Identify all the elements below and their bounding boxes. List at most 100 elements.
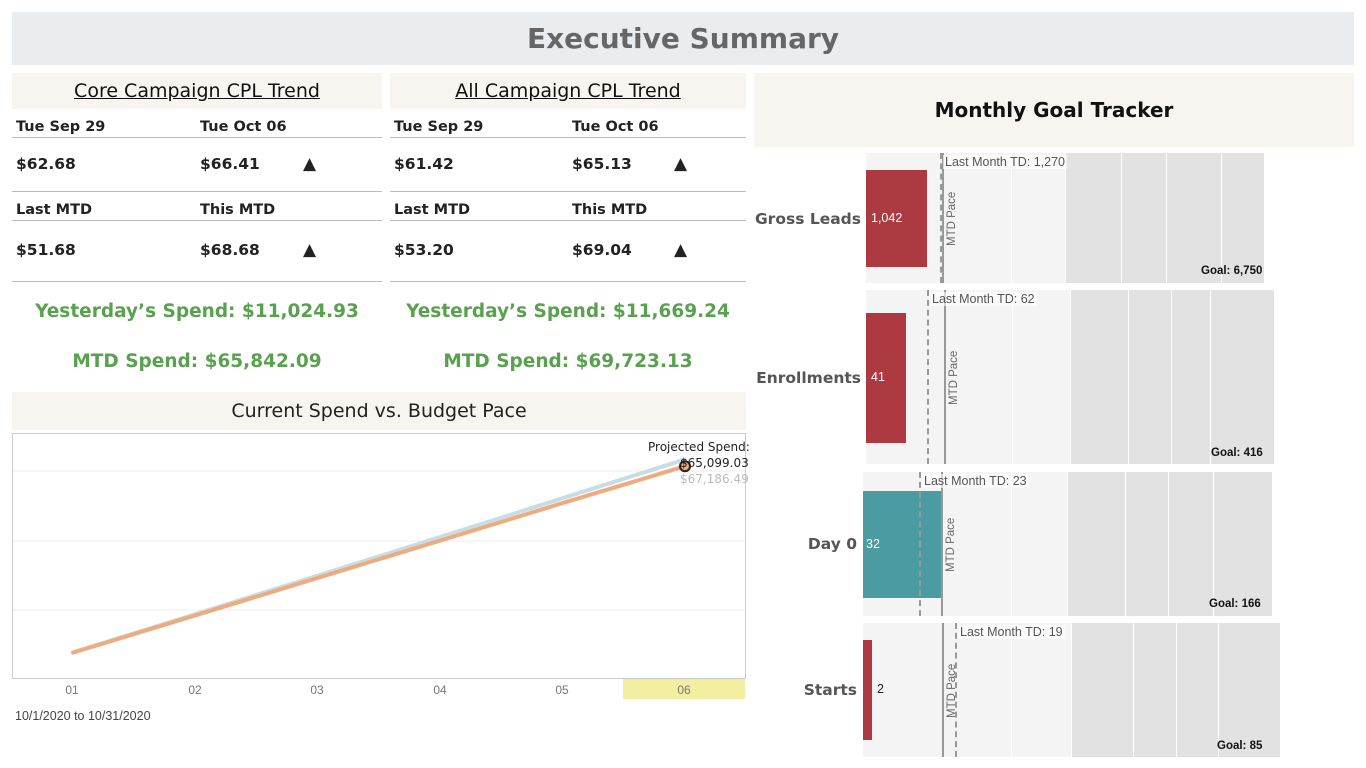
band-divider [1128,290,1129,464]
all-prev-day-label: Tue Sep 29 [394,119,484,135]
band-divider [1176,623,1177,757]
last-month-label: Last Month TD: 19 [958,625,1065,639]
core-cpl-header: Core Campaign CPL Trend [12,73,382,109]
band-divider [1213,472,1214,616]
all-this-mtd-value: $69.04 [572,241,632,259]
all-mtd-up-arrow-icon: ▲ [674,240,688,260]
divider [12,191,382,192]
band-divider [1011,472,1012,616]
mtd-pace-label: MTD Pace [945,517,957,572]
divider [390,191,746,192]
core-mtd-up-arrow-icon: ▲ [303,240,317,260]
actual-value: 2 [877,682,884,696]
divider [12,220,382,221]
divider [390,281,746,282]
goal-label: Goal: 166 [1209,598,1261,610]
goal-band [863,623,942,757]
band-divider [1218,623,1219,757]
goal-track-2[interactable]: 32 MTD Pace Last Month TD: 23 [863,472,1272,616]
core-cpl-title[interactable]: Core Campaign CPL Trend [74,80,320,102]
metric-label-gross-leads: Gross Leads [754,210,861,228]
goal-track-3[interactable]: 2 MTD Pace Last Month TD: 19 [863,623,1280,757]
core-prev-day-label: Tue Sep 29 [16,119,106,135]
x-tick-label: 06 [623,679,745,699]
goal-label: Goal: 416 [1211,447,1263,459]
core-yesterday-spend: Yesterday’s Spend: $11,024.93 [35,301,359,322]
core-mtd-spend: MTD Spend: $65,842.09 [72,351,322,372]
actual-bar[interactable] [863,640,872,740]
last-month-marker [955,623,957,757]
actual-value: 32 [866,536,880,551]
core-this-mtd-value: $68.68 [200,241,260,259]
band-divider [1168,472,1169,616]
actual-bar[interactable] [866,170,927,267]
band-divider [1065,153,1066,283]
band-divider [1012,290,1013,464]
goal-track-0[interactable]: 1,042 MTD Pace Last Month TD: 1,270 [866,153,1264,283]
band-divider [1067,472,1068,616]
last-month-marker [927,290,929,464]
x-tick-label: 01 [65,683,79,697]
mtd-pace-label: MTD Pace [946,191,958,246]
metric-label-enrollments: Enrollments [756,369,861,387]
x-tick-label: 05 [555,683,569,697]
mtd-pace-line [941,472,943,616]
projected-spend-value: $65,099.03 [680,456,749,470]
mtd-pace-label: MTD Pace [948,350,960,405]
all-prev-day-value: $61.42 [394,155,454,173]
goal-band [941,153,1065,283]
band-divider [1166,153,1167,283]
last-month-marker [919,472,921,616]
projected-point-marker[interactable] [679,460,691,473]
last-month-marker [940,153,942,283]
band-divider [1121,153,1122,283]
divider [390,220,746,221]
mtd-pace-line [942,153,944,283]
band-divider [1011,153,1012,283]
spend-chart-plot[interactable] [12,433,746,679]
budget-pace-value: $67,186.49 [680,472,749,486]
band-divider [1210,290,1211,464]
goal-track-1[interactable]: 41 MTD Pace Last Month TD: 62 [866,290,1274,464]
series-line-0 [71,464,687,655]
mtd-pace-label: MTD Pace [946,663,958,718]
spend-chart-title: Current Spend vs. Budget Pace [231,400,527,422]
divider [12,281,382,282]
mtd-pace-line [944,290,946,464]
date-range-label: 10/1/2020 to 10/31/2020 [15,709,151,723]
spend-chart-header: Current Spend vs. Budget Pace [12,392,746,430]
all-mtd-spend: MTD Spend: $69,723.13 [443,351,693,372]
goal-band [944,290,1070,464]
page-title: Executive Summary [526,22,840,55]
goal-label: Goal: 85 [1217,740,1263,752]
all-last-mtd-value: $53.20 [394,241,454,259]
last-month-label: Last Month TD: 62 [930,292,1037,306]
band-divider [1171,290,1172,464]
band-divider [1070,290,1071,464]
all-curr-day-value: $65.13 [572,155,632,173]
spend-chart-x-axis: 01 02 03 04 05 06 [12,679,746,700]
core-last-mtd-value: $51.68 [16,241,76,259]
actual-value: 41 [871,370,885,384]
divider [390,137,746,138]
metric-label-day-0: Day 0 [807,535,857,553]
actual-value: 1,042 [871,210,903,225]
goal-band [941,472,1067,616]
actual-bar[interactable] [863,491,941,598]
core-prev-day-value: $62.68 [16,155,76,173]
x-tick-label: 04 [433,683,447,697]
metric-label-starts: Starts [803,681,857,699]
band-divider [1133,623,1134,757]
actual-bar[interactable] [866,313,906,443]
projected-spend-label: Projected Spend: [648,440,750,454]
core-curr-day-value: $66.41 [200,155,260,173]
all-day-up-arrow-icon: ▲ [674,154,688,174]
all-this-mtd-label: This MTD [572,202,648,218]
all-curr-day-label: Tue Oct 06 [572,119,659,135]
all-cpl-title[interactable]: All Campaign CPL Trend [455,80,681,102]
divider [12,137,382,138]
goal-band [1071,623,1280,757]
last-month-label: Last Month TD: 1,270 [943,155,1067,169]
band-divider [1221,153,1222,283]
all-yesterday-spend: Yesterday’s Spend: $11,669.24 [406,301,730,322]
